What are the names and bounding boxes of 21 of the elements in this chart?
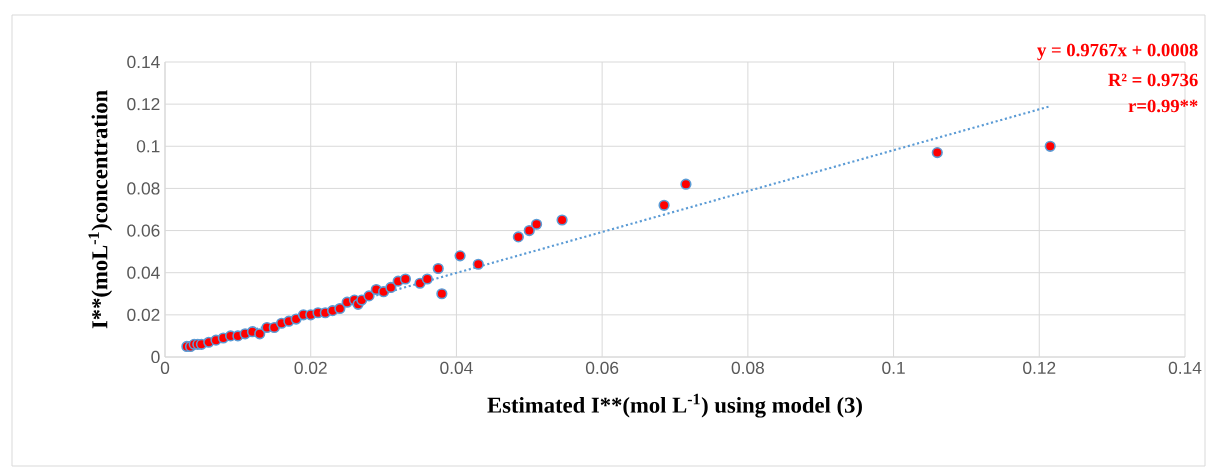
y-tick-label: 0.1 xyxy=(136,140,160,153)
x-tick-label: 0.1 xyxy=(882,361,905,374)
x-tick-label: 0.14 xyxy=(1168,361,1202,374)
annotation: R² = 0.9736 xyxy=(1108,73,1198,87)
x-tick-label: 0.06 xyxy=(585,361,619,374)
x-tick-label: 0.12 xyxy=(1023,361,1056,374)
y-tick-label: 0.12 xyxy=(127,97,160,111)
x-axis-title: Estimated I**(mol L$^{-1}$) using model (3) xyxy=(487,393,862,418)
annotation: r=0.99** xyxy=(1128,99,1198,113)
text: y = 0.9767x + 0.0008 xyxy=(1037,43,1198,61)
y-axis-title: I**(moL$^{-1}$)concentration xyxy=(88,90,113,329)
y-tick-label: 0.08 xyxy=(127,182,160,195)
x-tick-label: 0.04 xyxy=(440,361,473,374)
x-tick-label: 0.08 xyxy=(731,361,764,374)
y-tick-label: 0.04 xyxy=(127,266,160,279)
y-tick-label: 0.02 xyxy=(127,308,160,321)
y-tick-label: 0.14 xyxy=(127,55,160,69)
x-tick-label: 0 xyxy=(160,361,170,374)
y-tick-label: 0.06 xyxy=(127,224,160,237)
y-tick-label: 0 xyxy=(151,350,160,364)
x-tick-label: 0.02 xyxy=(294,361,327,374)
